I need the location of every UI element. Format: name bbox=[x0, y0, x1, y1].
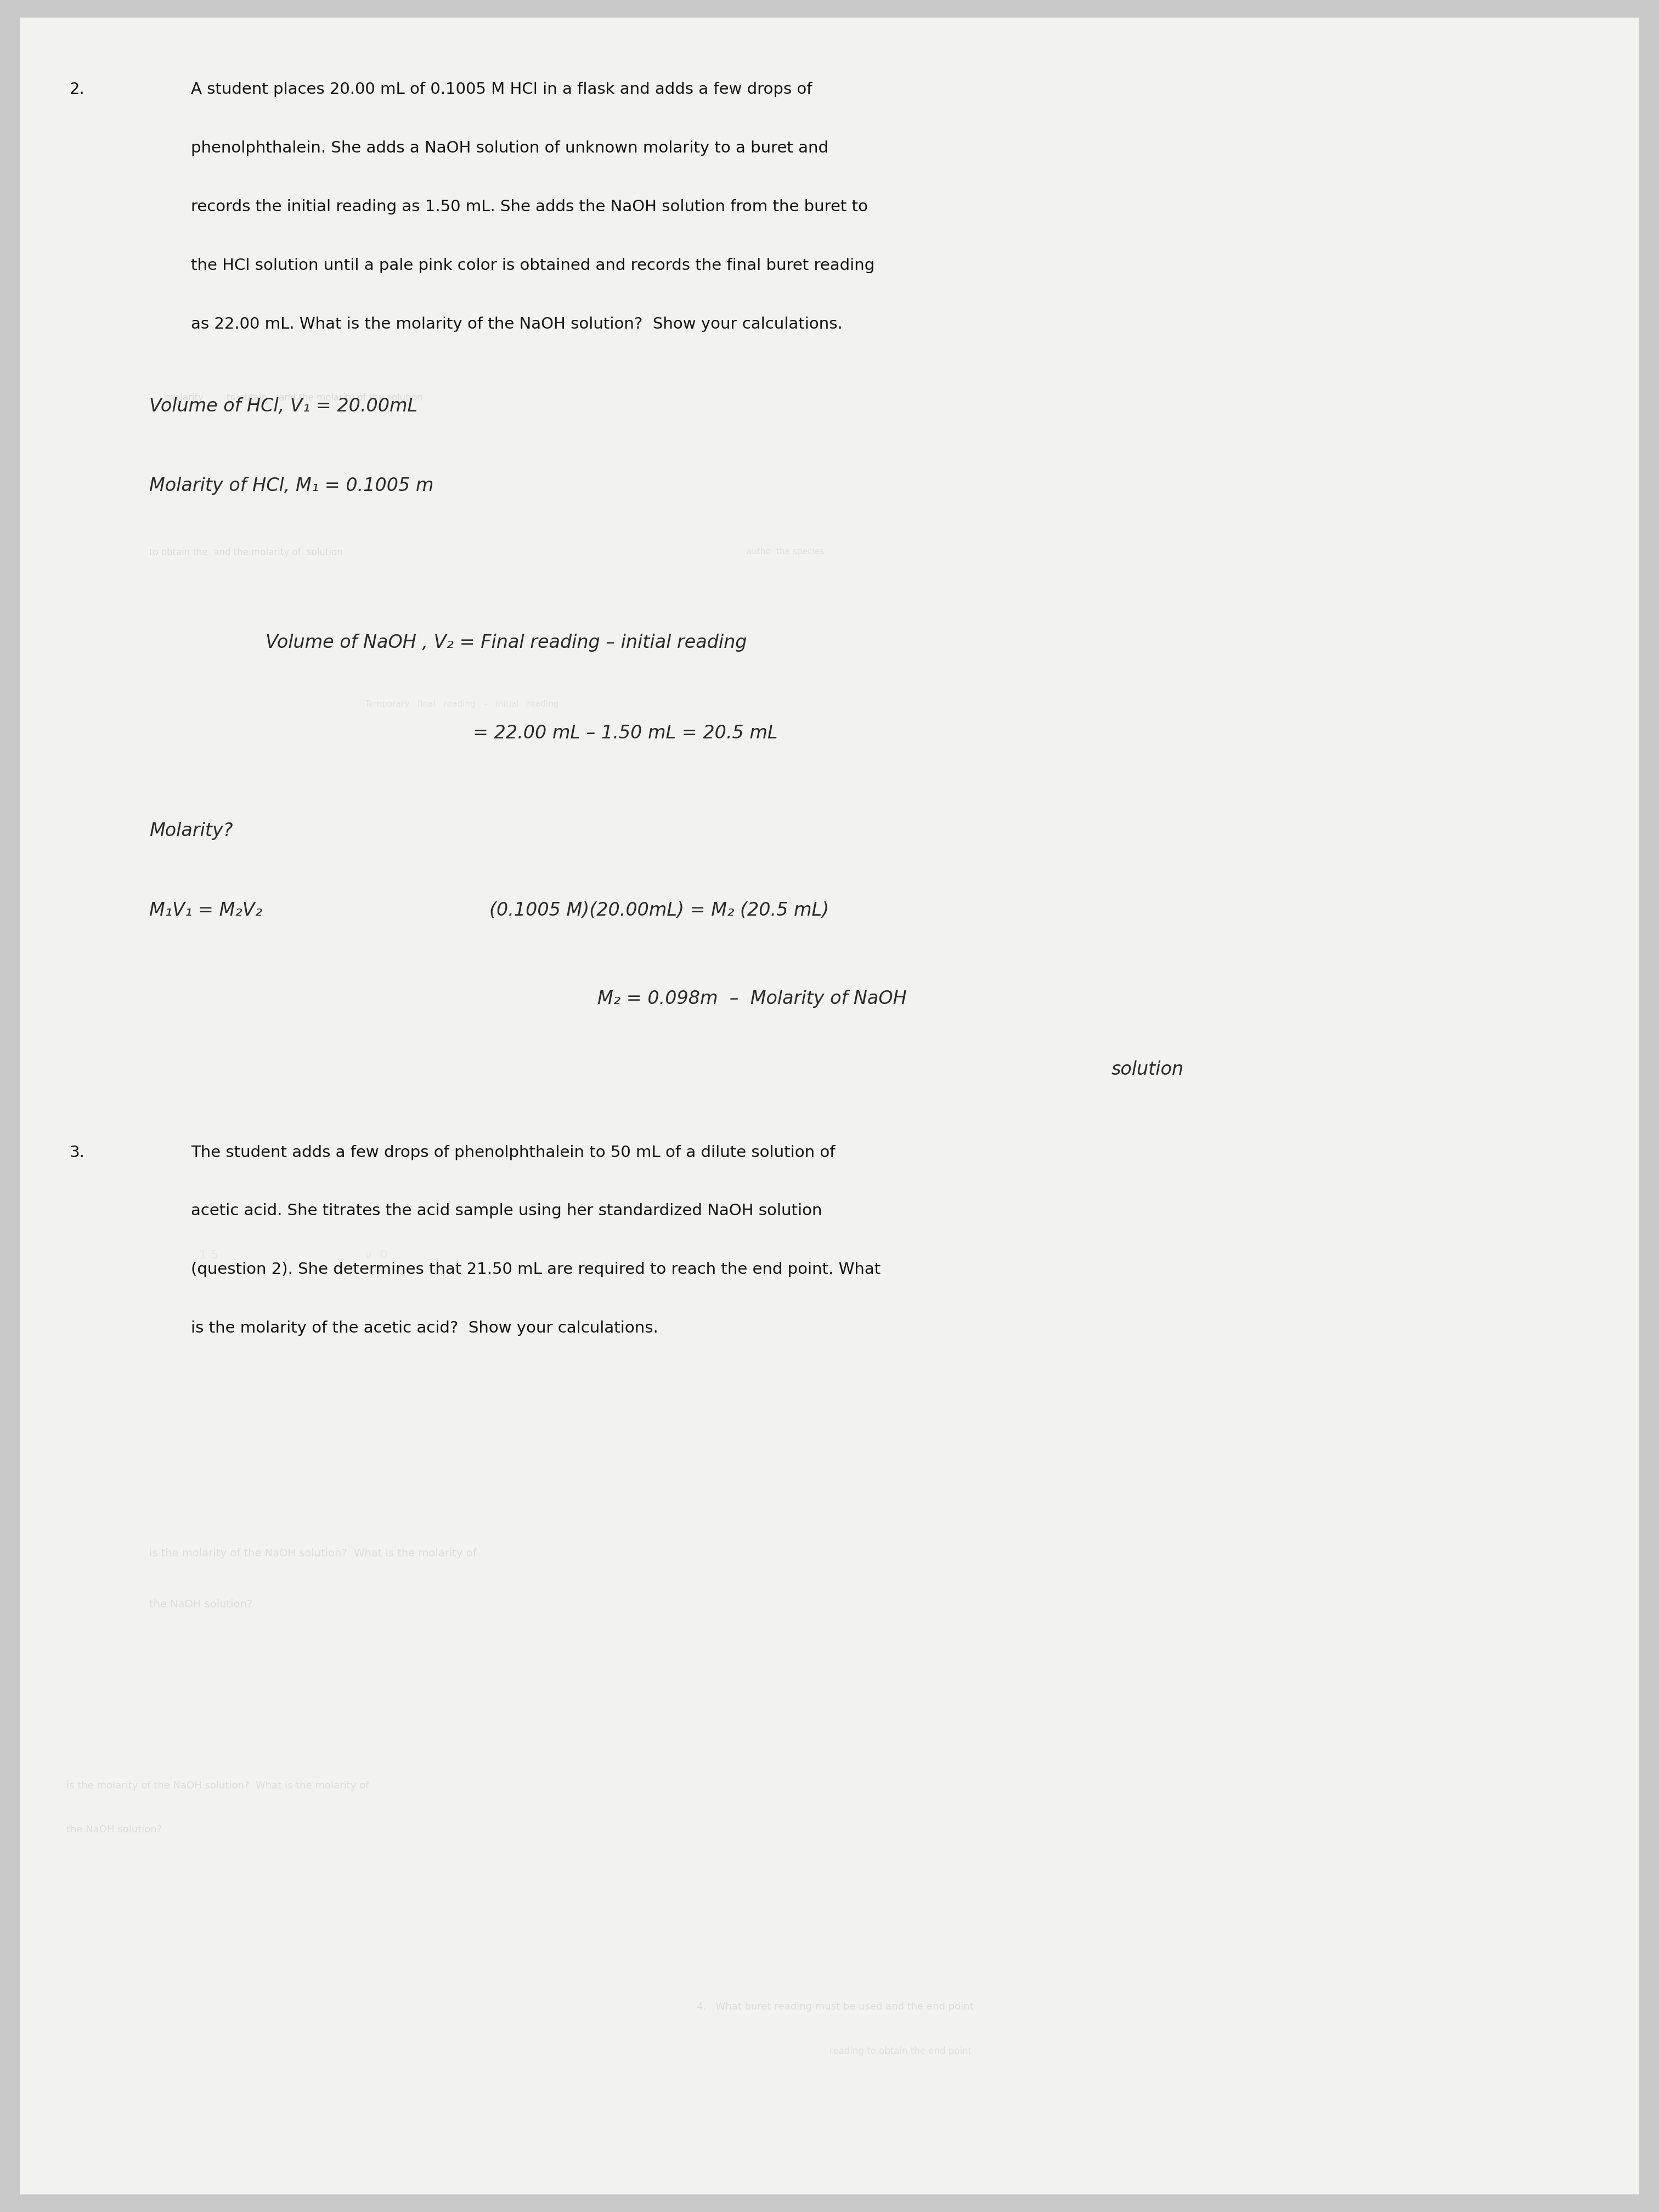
Text: Volume of HCl, V₁ = 20.00mL: Volume of HCl, V₁ = 20.00mL bbox=[149, 398, 418, 416]
Text: Molarity?: Molarity? bbox=[149, 823, 232, 841]
Text: solution: solution bbox=[1112, 1062, 1185, 1079]
Text: Volume of NaOH , V₂ = Final reading – initial reading: Volume of NaOH , V₂ = Final reading – in… bbox=[265, 635, 747, 653]
Text: acetic acid. She titrates the acid sample using her standardized NaOH solution: acetic acid. She titrates the acid sampl… bbox=[191, 1203, 821, 1219]
Text: Molarity of HCl, M₁ = 0.1005 m: Molarity of HCl, M₁ = 0.1005 m bbox=[149, 478, 433, 495]
Text: as 22.00 mL. What is the molarity of the NaOH solution?  Show your calculations.: as 22.00 mL. What is the molarity of the… bbox=[191, 316, 843, 332]
Text: v  0: v 0 bbox=[365, 1250, 388, 1261]
Text: is the molarity of the acetic acid?  Show your calculations.: is the molarity of the acetic acid? Show… bbox=[191, 1321, 659, 1336]
Text: records the initial reading as 1.50 mL. She adds the NaOH solution from the bure: records the initial reading as 1.50 mL. … bbox=[191, 199, 868, 215]
Text: the NaOH solution?: the NaOH solution? bbox=[149, 1599, 252, 1610]
Text: 1 0 a: 1 0 a bbox=[581, 1261, 609, 1272]
Text: molarity        to obtain    and the molarity of the solution: molarity to obtain and the molarity of t… bbox=[166, 394, 423, 403]
Text: 4.   What buret reading must be used and the end point: 4. What buret reading must be used and t… bbox=[697, 2002, 974, 2011]
Text: M₁V₁ = M₂V₂: M₁V₁ = M₂V₂ bbox=[149, 902, 262, 920]
Text: (0.1005 M)(20.00mL) = M₂ (20.5 mL): (0.1005 M)(20.00mL) = M₂ (20.5 mL) bbox=[489, 902, 830, 920]
Text: phenolphthalein. She adds a NaOH solution of unknown molarity to a buret and: phenolphthalein. She adds a NaOH solutio… bbox=[191, 142, 828, 155]
Text: Temporary   final   reading   –   initial   reading: Temporary final reading – initial readin… bbox=[365, 701, 559, 708]
Text: autho  the species: autho the species bbox=[747, 549, 825, 555]
Text: reading to obtain the end point: reading to obtain the end point bbox=[830, 2046, 972, 2055]
Text: 1 5: 1 5 bbox=[199, 1250, 219, 1261]
Text: the HCl solution until a pale pink color is obtained and records the final buret: the HCl solution until a pale pink color… bbox=[191, 259, 874, 272]
Text: The student adds a few drops of phenolphthalein to 50 mL of a dilute solution of: The student adds a few drops of phenolph… bbox=[191, 1146, 834, 1159]
Text: is the molarity of the NaOH solution?  What is the molarity of: is the molarity of the NaOH solution? Wh… bbox=[66, 1781, 368, 1790]
Text: 2.: 2. bbox=[70, 82, 85, 97]
Text: to obtain the  and the molarity of  solution: to obtain the and the molarity of soluti… bbox=[149, 549, 343, 557]
Text: A student places 20.00 mL of 0.1005 M HCl in a flask and adds a few drops of: A student places 20.00 mL of 0.1005 M HC… bbox=[191, 82, 813, 97]
Text: is the molarity of the NaOH solution?  What is the molarity of: is the molarity of the NaOH solution? Wh… bbox=[149, 1548, 476, 1559]
Text: M₂ = 0.098m  –  Molarity of NaOH: M₂ = 0.098m – Molarity of NaOH bbox=[597, 991, 906, 1009]
Text: 3.: 3. bbox=[70, 1146, 85, 1159]
Text: (question 2). She determines that 21.50 mL are required to reach the end point. : (question 2). She determines that 21.50 … bbox=[191, 1261, 881, 1276]
Text: the NaOH solution?: the NaOH solution? bbox=[66, 1825, 163, 1834]
Text: = 22.00 mL – 1.50 mL = 20.5 mL: = 22.00 mL – 1.50 mL = 20.5 mL bbox=[473, 726, 778, 743]
